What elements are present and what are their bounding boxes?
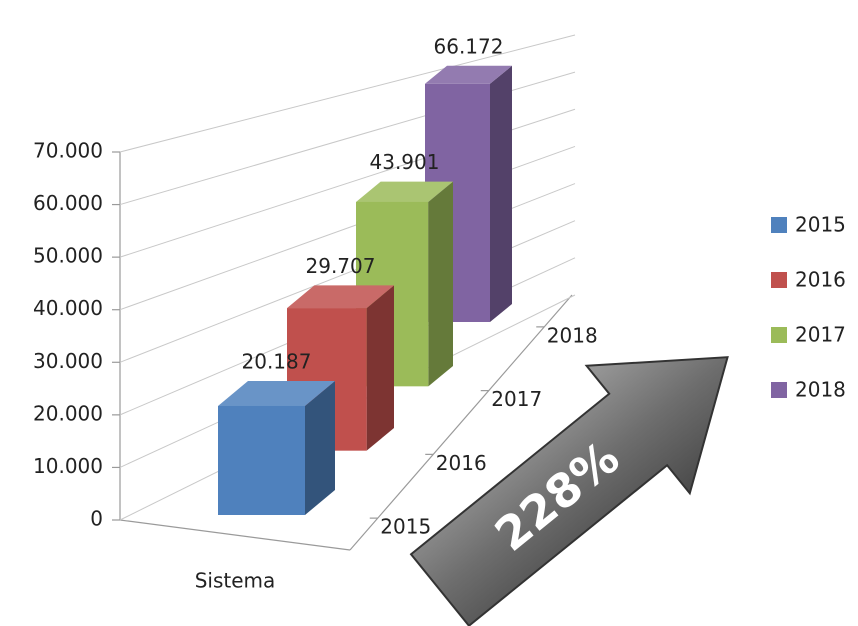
bar-front	[218, 405, 305, 515]
legend-swatch	[771, 382, 787, 398]
bar	[218, 380, 335, 515]
bar-top	[218, 380, 335, 406]
legend-label: 2017	[795, 323, 846, 347]
y-tick-label: 40.000	[33, 296, 103, 320]
depth-label: 2018	[547, 323, 598, 347]
legend-label: 2016	[795, 268, 846, 292]
bar-side	[428, 181, 453, 387]
bar-side	[305, 380, 335, 515]
y-tick-label: 20.000	[33, 401, 103, 425]
legend-label: 2018	[795, 378, 846, 402]
legend-swatch	[771, 217, 787, 233]
data-label: 66.172	[434, 34, 504, 58]
bar-top	[425, 65, 512, 84]
depth-label: 2015	[380, 515, 431, 539]
data-label: 43.901	[370, 150, 440, 174]
data-label: 20.187	[242, 349, 312, 373]
floor-edge	[349, 294, 573, 551]
depth-label: 2017	[491, 387, 542, 411]
data-label: 29.707	[306, 254, 376, 278]
bar-side	[490, 65, 512, 323]
bar-top	[356, 181, 453, 202]
bar-side	[366, 285, 394, 451]
floor-edge	[119, 519, 351, 551]
y-tick-label: 50.000	[33, 244, 103, 268]
legend-label: 2015	[795, 213, 846, 237]
bar-top	[287, 285, 394, 309]
grid-line	[119, 34, 576, 153]
y-tick-label: 30.000	[33, 349, 103, 373]
legend-swatch	[771, 272, 787, 288]
x-tick-label: Sistema	[195, 569, 276, 593]
y-tick-label: 10.000	[33, 454, 103, 478]
y-tick-label: 60.000	[33, 191, 103, 215]
legend-swatch	[771, 327, 787, 343]
y-tick-label: 70.000	[33, 139, 103, 163]
y-tick-label: 0	[90, 507, 103, 531]
depth-label: 2016	[436, 451, 487, 475]
